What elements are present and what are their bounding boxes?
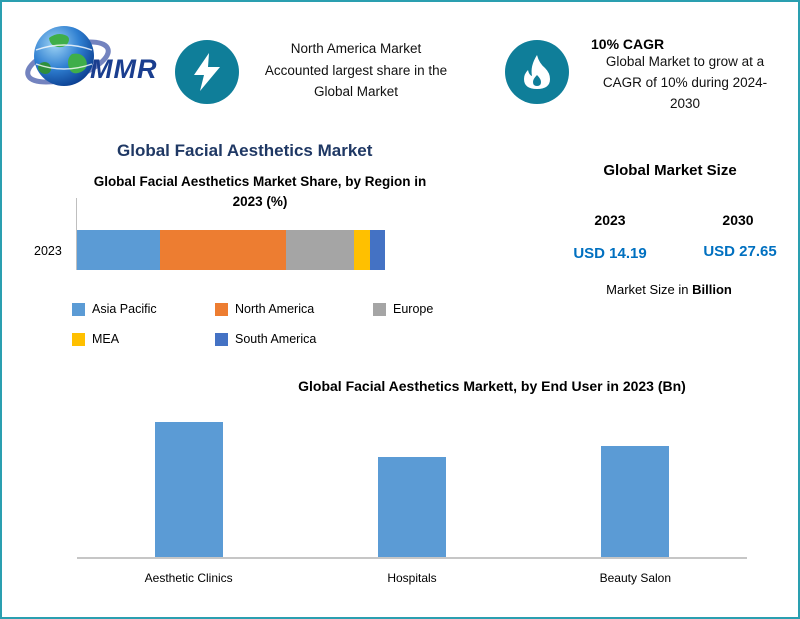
market-size-note: Market Size in Billion <box>554 282 784 297</box>
callout-na-line: North America Market <box>290 41 422 56</box>
flame-icon <box>524 55 550 89</box>
legend-swatch <box>373 302 386 316</box>
bar-aesthetic-clinics <box>154 422 223 557</box>
bar-label-aesthetic-clinics: Aesthetic Clinics <box>144 571 233 585</box>
cagr-title: 10% CAGR <box>591 36 665 52</box>
market-size-note-bold: Billion <box>692 282 732 297</box>
market-size-year-right: 2030 <box>722 212 754 228</box>
region-segment-south-america <box>369 230 385 270</box>
legend-label: Europe <box>393 302 434 316</box>
legend-swatch <box>72 332 85 346</box>
market-size-value-left: USD 14.19 <box>573 245 647 262</box>
bar-column-aesthetic-clinics <box>77 405 300 557</box>
legend-label: Asia Pacific <box>92 302 157 316</box>
region-segment-europe <box>286 230 355 270</box>
market-size-value-right: USD 27.65 <box>703 243 777 260</box>
legend-swatch <box>215 302 228 316</box>
region-axis-line <box>76 198 77 270</box>
enduser-labels: Aesthetic Clinics Hospitals Beauty Salon <box>77 571 747 585</box>
legend-label: South America <box>235 332 317 346</box>
region-segment-asia-pacific <box>77 230 161 270</box>
cagr-line: Global Market to grow at a <box>605 54 765 69</box>
highlight-circle-na <box>175 40 239 104</box>
legend-item-asia-pacific: Asia Pacific <box>72 302 215 316</box>
market-size-year-left: 2023 <box>594 212 626 228</box>
cagr-body: Global Market to grow at a CAGR of 10% d… <box>577 52 793 115</box>
page-title: Global Facial Aesthetics Market <box>117 141 373 160</box>
region-chart-title: Global Facial Aesthetics Market Share, b… <box>93 174 427 210</box>
legend-label: North America <box>235 302 315 316</box>
callout-na-line: Accounted largest share in the <box>264 62 448 78</box>
legend-item-europe: Europe <box>373 302 452 316</box>
market-size-title: Global Market Size <box>603 162 737 179</box>
bar-column-hospitals <box>300 405 523 557</box>
region-segment-north-america <box>160 230 287 270</box>
enduser-chart-title: Global Facial Aesthetics Markett, by End… <box>298 378 686 394</box>
callout-na-line: Global Market <box>313 84 399 100</box>
region-stacked-bar <box>77 230 385 270</box>
legend-item-mea: MEA <box>72 332 215 346</box>
region-segment-mea <box>354 230 370 270</box>
legend-swatch <box>72 302 85 316</box>
callout-cagr: 10% CAGR Global Market to grow at a CAGR… <box>577 36 793 115</box>
bar-column-beauty-salon <box>524 405 747 557</box>
mmr-logo: MMR <box>24 18 184 98</box>
legend-item-south-america: South America <box>215 332 373 346</box>
bar-label-beauty-salon: Beauty Salon <box>599 571 672 585</box>
legend-swatch <box>215 332 228 346</box>
lightning-icon <box>194 53 220 91</box>
cagr-line: CAGR of 10% during 2024- <box>602 74 768 90</box>
globe-icon <box>25 26 111 86</box>
enduser-plot <box>77 405 747 559</box>
highlight-circle-cagr <box>505 40 569 104</box>
logo-text: MMR <box>90 54 158 84</box>
cagr-line: 2030 <box>669 95 701 111</box>
legend-item-north-america: North America <box>215 302 373 316</box>
region-legend: Asia Pacific North America Europe MEA South … <box>72 302 452 346</box>
callout-na-text: North America Market Accounted largest s… <box>240 38 472 103</box>
market-size-note-prefix: Market Size in <box>606 282 693 297</box>
region-year-label: 2023 <box>34 244 62 258</box>
bar-beauty-salon <box>601 446 670 557</box>
bar-hospitals <box>377 457 446 557</box>
bar-label-hospitals: Hospitals <box>387 571 437 585</box>
legend-label: MEA <box>92 332 120 346</box>
